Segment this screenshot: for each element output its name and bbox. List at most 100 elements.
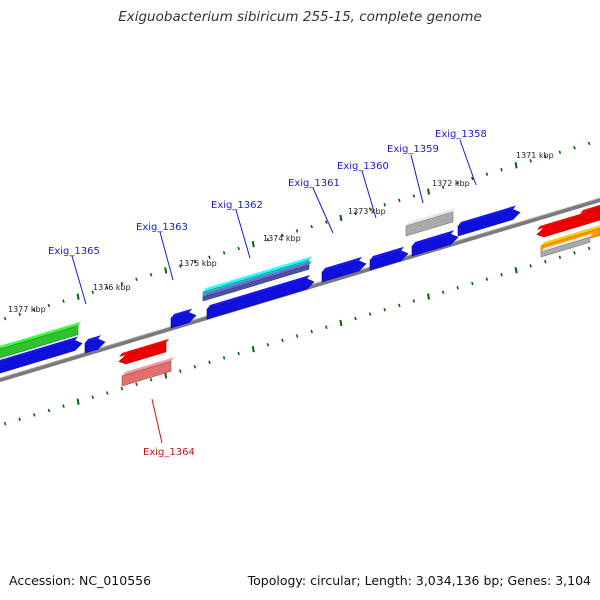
tick-mark-reverse <box>427 293 430 300</box>
gene-labels: Exig_1358 Exig_1359 Exig_1360 Exig_1361 … <box>48 129 487 458</box>
leader-exig-1364 <box>151 398 163 444</box>
tick-mark-reverse <box>237 351 240 356</box>
gene-exig-1365-top-face <box>85 335 101 343</box>
tick-mark-forward <box>325 220 328 225</box>
tick-mark-reverse <box>251 346 255 353</box>
gene-exig-1365[interactable] <box>84 335 106 354</box>
gene-exig-1362-b[interactable] <box>206 275 315 320</box>
tick-label: 1374 kbp <box>263 234 301 243</box>
gene-exig-1356-body <box>579 207 600 222</box>
gene-exig-1362-stripe[interactable] <box>202 261 312 302</box>
tick-mark-forward <box>514 162 518 169</box>
tick-mark-forward <box>573 146 576 150</box>
tick-mark-forward <box>76 293 80 300</box>
gene-exig-1359[interactable] <box>411 230 459 257</box>
tick-mark-reverse <box>310 329 313 334</box>
tick-mark-forward <box>47 303 51 308</box>
tick-mark-reverse <box>398 303 401 308</box>
gene-exig-1366[interactable] <box>0 336 83 377</box>
tick-mark-reverse <box>208 360 211 365</box>
gene-exig-1360-body <box>369 250 409 271</box>
tick-mark-forward <box>412 194 416 198</box>
tick-mark-forward <box>398 198 401 203</box>
tick-mark-forward <box>237 246 240 251</box>
tick-mark-reverse <box>368 312 372 316</box>
tick-mark-forward <box>471 176 474 181</box>
gene-exig-1358[interactable] <box>457 205 521 237</box>
tick-mark-reverse <box>62 404 65 408</box>
tick-mark-forward <box>529 159 532 163</box>
tick-mark-forward <box>91 290 94 295</box>
gene-exig-1360-top-face <box>370 246 404 260</box>
gene-orange-top-face <box>541 225 600 246</box>
gene-exig-1357-top-face <box>537 208 600 230</box>
gene-rna-green-body <box>0 325 79 359</box>
tick-mark-reverse <box>412 299 416 303</box>
tick-mark-forward <box>18 312 21 316</box>
tick-mark-reverse <box>500 272 503 277</box>
gene-exig-1356[interactable] <box>579 204 600 222</box>
gene-exig-1363[interactable] <box>170 308 197 329</box>
gene-exig-1363-body <box>170 312 197 329</box>
tick-mark-forward <box>120 281 124 286</box>
gene-exig-1361[interactable] <box>321 256 367 283</box>
tick-mark-reverse <box>18 417 21 421</box>
tick-mark-forward <box>164 267 168 274</box>
gene-exig-1362-b-body <box>206 278 315 320</box>
leader-exig-1365 <box>71 255 87 305</box>
gene-exig-1364-rna-top-face <box>122 357 174 376</box>
gene-rna-green-top-face <box>0 321 81 350</box>
tick-mark-forward <box>62 299 65 303</box>
tick-mark-forward <box>179 264 182 268</box>
tick-mark-reverse <box>281 338 284 343</box>
tick-mark-reverse <box>544 259 547 264</box>
gene-label-exig-1361[interactable]: Exig_1361 <box>288 178 340 189</box>
tick-mark-reverse <box>47 408 51 413</box>
gene-exig-1364-top-face <box>119 338 169 357</box>
gene-orange-shadow[interactable] <box>540 233 593 258</box>
gene-label-exig-1363[interactable]: Exig_1363 <box>136 222 188 233</box>
gene-features <box>0 204 600 387</box>
tick-mark-reverse <box>325 325 328 330</box>
tick-mark-reverse <box>485 277 489 281</box>
tick-label: 1372 kbp <box>432 179 470 188</box>
tick-mark-reverse <box>106 391 109 395</box>
gene-label-exig-1360[interactable]: Exig_1360 <box>337 161 389 172</box>
gene-label-exig-1359[interactable]: Exig_1359 <box>387 144 439 155</box>
gene-exig-1360[interactable] <box>369 246 409 271</box>
tick-mark-forward <box>368 207 372 211</box>
gene-exig-1364-rna[interactable] <box>121 357 174 387</box>
tick-mark-reverse <box>33 413 36 417</box>
tick-mark-reverse <box>193 364 197 369</box>
tick-mark-forward <box>544 154 547 159</box>
leader-exig-1360 <box>361 170 377 219</box>
gene-label-exig-1358[interactable]: Exig_1358 <box>435 129 487 140</box>
gene-label-exig-1362[interactable]: Exig_1362 <box>211 200 263 211</box>
tick-rows <box>3 141 591 426</box>
gene-label-exig-1365[interactable]: Exig_1365 <box>48 246 100 257</box>
tick-label: 1373 kbp <box>348 207 386 216</box>
gene-label-exig-1364[interactable]: Exig_1364 <box>143 447 195 458</box>
gene-pseudo-grey[interactable] <box>405 207 456 237</box>
tick-mark-forward <box>149 273 153 277</box>
gene-pseudo-grey-body <box>405 211 454 237</box>
gene-exig-1359-body <box>411 233 459 257</box>
gene-exig-1361-body <box>321 260 367 283</box>
tick-mark-reverse <box>383 307 386 312</box>
tick-mark-reverse <box>354 316 357 321</box>
gene-exig-1361-top-face <box>322 256 362 272</box>
tick-mark-forward <box>354 211 357 216</box>
tick-mark-forward <box>587 141 591 146</box>
genome-stats-text: Topology: circular; Length: 3,034,136 bp… <box>247 573 591 588</box>
tick-mark-reverse <box>514 267 518 274</box>
tick-mark-reverse <box>179 369 182 373</box>
tick-mark-reverse <box>222 356 226 360</box>
tick-mark-forward <box>208 255 211 260</box>
gene-exig-1364[interactable] <box>118 338 169 365</box>
gene-rna-green[interactable] <box>0 321 81 361</box>
tick-mark-reverse <box>76 398 80 405</box>
tick-mark-reverse <box>149 378 153 382</box>
leader-exig-1361 <box>312 187 334 234</box>
gene-exig-1359-top-face <box>412 230 454 246</box>
